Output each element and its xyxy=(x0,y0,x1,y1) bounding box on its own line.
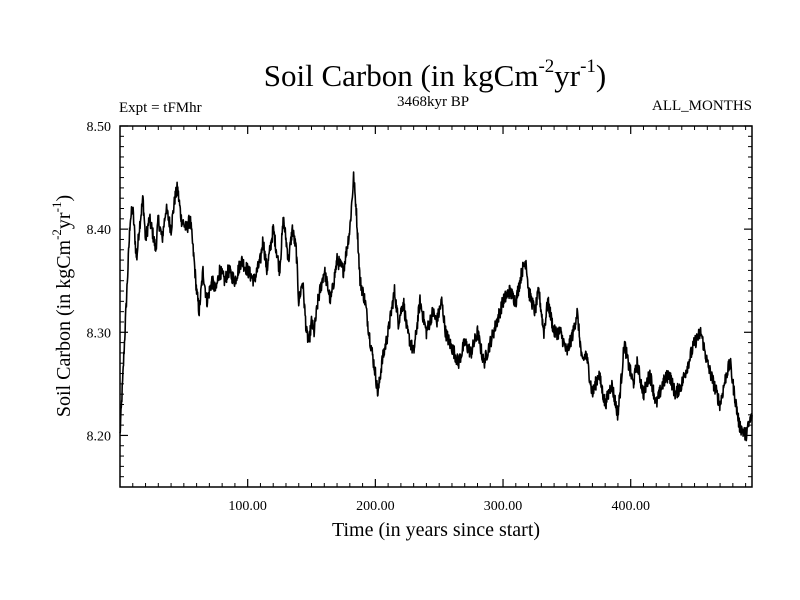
chart-title: Soil Carbon (in kgCm-2yr-1) xyxy=(264,56,607,93)
x-tick-label: 100.00 xyxy=(228,499,267,514)
plot-frame xyxy=(119,125,753,488)
subtitle-left: Expt = tFMhr xyxy=(119,100,202,116)
x-tick-label: 200.00 xyxy=(356,499,395,514)
x-tick-label: 300.00 xyxy=(484,499,523,514)
subtitle-right: ALL_MONTHS xyxy=(652,98,752,114)
y-tick-label: 8.40 xyxy=(87,223,112,238)
y-axis-label: Soil Carbon (in kgCm-2yr-1) xyxy=(49,195,75,417)
y-tick-label: 8.50 xyxy=(87,120,112,135)
series-layer xyxy=(119,171,753,442)
soil-carbon-series-line xyxy=(119,171,753,442)
y-tick-label: 8.20 xyxy=(87,429,112,444)
x-axis: 100.00 200.00 300.00 400.00 xyxy=(132,126,747,514)
y-axis: 8.20 8.30 8.40 8.50 xyxy=(87,120,752,488)
subtitle-center: 3468kyr BP xyxy=(397,94,469,110)
x-tick-label: 400.00 xyxy=(611,499,650,514)
y-tick-label: 8.30 xyxy=(87,326,112,341)
x-axis-label: Time (in years since start) xyxy=(332,519,540,541)
